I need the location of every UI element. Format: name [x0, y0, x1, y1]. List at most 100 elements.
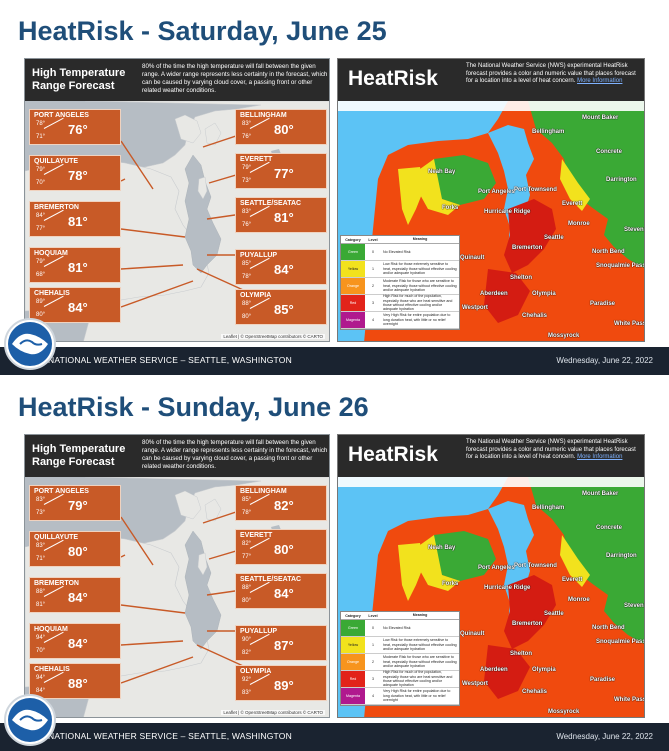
range-divider	[249, 673, 270, 685]
city-high-temp: 88°	[36, 589, 46, 595]
city-name: HOQUIAM	[34, 250, 68, 257]
place-label-mossyrock: Mossyrock	[548, 709, 580, 715]
place-label-north-bend: North Bend	[592, 625, 625, 631]
heatrisk-map[interactable]: HeatRisk The National Weather Service (N…	[337, 58, 645, 342]
city-high-temp: 83°	[242, 121, 252, 127]
map-attribution[interactable]: Leaflet | © OpenStreetMap contributors ©…	[221, 710, 325, 715]
map-attribution[interactable]: Leaflet | © OpenStreetMap contributors ©…	[221, 334, 325, 339]
legend-header-category: Category	[345, 237, 361, 242]
city-name: OLYMPIA	[240, 668, 272, 675]
range-divider	[249, 493, 270, 505]
city-name: EVERETT	[240, 532, 273, 539]
city-card-everett[interactable]: EVERETT 82° 77° 80°	[235, 529, 327, 565]
legend-meaning: High Risk for much of the population, es…	[383, 670, 453, 688]
city-card-chehalis[interactable]: CHEHALIS 94° 84° 88°	[29, 663, 121, 699]
range-divider	[43, 295, 64, 307]
forecast-panel-header: High Temperature Range Forecast 80% of t…	[25, 59, 329, 101]
city-forecast-temp: 84°	[68, 300, 88, 315]
city-card-everett[interactable]: EVERETT 79° 73° 77°	[235, 153, 327, 189]
city-low-temp: 83°	[242, 690, 252, 696]
city-name: OLYMPIA	[240, 292, 272, 299]
city-low-temp: 80°	[242, 314, 252, 320]
city-high-temp: 88°	[242, 301, 252, 307]
legend-row-red: Red 3 High Risk for much of the population…	[341, 294, 459, 312]
place-label-neah-bay: Neah Bay	[428, 545, 456, 551]
city-card-hoquiam[interactable]: HOQUIAM 94° 70° 84°	[29, 623, 121, 659]
city-forecast-temp: 89°	[274, 678, 294, 693]
city-forecast-temp: 80°	[68, 544, 88, 559]
legend-category: Green	[341, 620, 365, 636]
yellow-coast	[398, 167, 424, 225]
heatrisk-legend: Category Level Meaning Green 0 No Elevated…	[340, 611, 460, 706]
puget-sound	[184, 154, 222, 274]
city-card-olympia[interactable]: OLYMPIA 92° 83° 89°	[235, 665, 327, 701]
yellow-coast	[398, 543, 424, 601]
city-card-seattle-seatac[interactable]: SEATTLE/SEATAC 88° 80° 84°	[235, 573, 327, 609]
temperature-forecast-map[interactable]: High Temperature Range Forecast 80% of t…	[24, 434, 330, 718]
legend-header-category: Category	[345, 613, 361, 618]
city-card-bremerton[interactable]: BREMERTON 88° 81° 84°	[29, 577, 121, 613]
water-pacific	[338, 477, 508, 717]
legend-rows: Green 0 No Elevated Risk Yellow 1 Low Risk fo…	[341, 244, 459, 329]
city-name: CHEHALIS	[34, 290, 70, 297]
city-high-temp: 89°	[36, 299, 46, 305]
city-card-puyallup[interactable]: PUYALLUP 90° 82° 87°	[235, 625, 327, 661]
city-card-hoquiam[interactable]: HOQUIAM 79° 68° 81°	[29, 247, 121, 283]
place-label-quinault: Quinault	[460, 631, 485, 637]
city-name: SEATTLE/SEATAC	[240, 576, 302, 583]
place-label-seattle: Seattle	[544, 611, 564, 617]
more-information-link[interactable]: More Information	[577, 454, 623, 461]
city-card-seattle-seatac[interactable]: SEATTLE/SEATAC 83° 76° 81°	[235, 197, 327, 233]
noaa-logo	[4, 694, 56, 746]
leader-chehalis	[120, 280, 194, 308]
footer-office: NATIONAL WEATHER SERVICE – SEATTLE, WASH…	[48, 355, 292, 365]
place-label-seattle: Seattle	[544, 235, 564, 241]
range-divider	[249, 633, 270, 645]
place-label-darrington: Darrington	[606, 177, 637, 183]
leader-port-angeles	[120, 140, 154, 190]
leader-bremerton	[120, 228, 186, 238]
place-label-shelton: Shelton	[510, 651, 532, 657]
city-card-quillayute[interactable]: QUILLAYUTE 83° 71° 80°	[29, 531, 121, 567]
city-card-port-angeles[interactable]: PORT ANGELES 83° 73° 79°	[29, 485, 121, 521]
heatrisk-map[interactable]: HeatRisk The National Weather Service (N…	[337, 434, 645, 718]
city-card-port-angeles[interactable]: PORT ANGELES 78° 71° 76°	[29, 109, 121, 145]
green-olympics	[432, 531, 496, 581]
place-label-monroe: Monroe	[568, 597, 590, 603]
noaa-logo	[4, 318, 56, 370]
city-card-puyallup[interactable]: PUYALLUP 85° 78° 84°	[235, 249, 327, 285]
legend-category: Green	[341, 244, 365, 260]
legend-row-green: Green 0 No Elevated Risk	[341, 244, 459, 261]
city-card-bremerton[interactable]: BREMERTON 84° 77° 81°	[29, 201, 121, 237]
legend-row-magenta: Magenta 4 Very High Risk for entire popula…	[341, 312, 459, 329]
place-label-everett: Everett	[562, 577, 583, 583]
legend-level: 2	[372, 284, 374, 288]
city-high-temp: 79°	[242, 165, 252, 171]
legend-level: 1	[372, 643, 374, 647]
place-label-stevens-pass: Stevens Pass	[624, 603, 645, 609]
yellow-cascades	[560, 535, 590, 587]
city-card-chehalis[interactable]: CHEHALIS 89° 80° 84°	[29, 287, 121, 323]
slide-1: HeatRisk - Sunday, June 26 High Temperat…	[0, 376, 669, 751]
city-forecast-temp: 81°	[68, 260, 88, 275]
city-card-bellingham[interactable]: BELLINGHAM 85° 78° 82°	[235, 485, 327, 521]
red-lowlands	[504, 575, 556, 649]
leader-bremerton	[120, 604, 186, 614]
temperature-forecast-map[interactable]: High Temperature Range Forecast 80% of t…	[24, 58, 330, 342]
footer-date: Wednesday, June 22, 2022	[556, 732, 653, 741]
city-card-quillayute[interactable]: QUILLAYUTE 79° 70° 78°	[29, 155, 121, 191]
city-card-olympia[interactable]: OLYMPIA 88° 80° 85°	[235, 289, 327, 325]
puget-sound	[184, 530, 222, 650]
place-label-westport: Westport	[462, 681, 488, 687]
place-label-aberdeen: Aberdeen	[480, 291, 508, 297]
city-card-bellingham[interactable]: BELLINGHAM 83° 76° 80°	[235, 109, 327, 145]
legend-level: 0	[372, 626, 374, 630]
more-information-link[interactable]: More Information	[577, 78, 623, 85]
city-high-temp: 84°	[36, 213, 46, 219]
legend-meaning: Moderate Risk for those who are sensitiv…	[383, 279, 457, 293]
city-low-temp: 70°	[36, 180, 46, 186]
range-divider	[249, 581, 270, 593]
city-low-temp: 71°	[36, 556, 46, 562]
legend-header-meaning: Meaning	[412, 613, 428, 618]
place-label-everett: Everett	[562, 201, 583, 207]
